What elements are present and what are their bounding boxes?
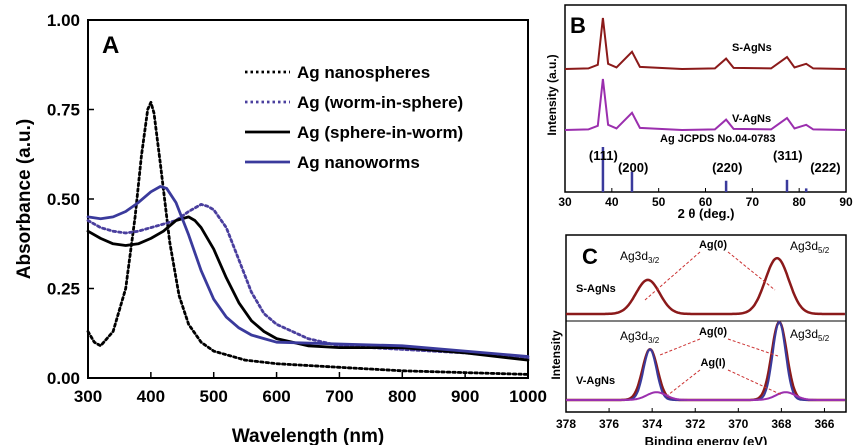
panel-c-bottom-agI-fit <box>566 391 845 401</box>
panel-c-bottom-left-peak-sub: 3/2 <box>648 336 660 345</box>
panel-b-ref-label-2: (220) <box>712 160 742 175</box>
panel-a-ytick-label: 1.00 <box>47 11 80 30</box>
panel-b-ref-label-3: (311) <box>773 148 803 163</box>
panel-a-legend-label-1: Ag (worm-in-sphere) <box>297 93 463 112</box>
panel-b-xtick-label: 50 <box>652 195 666 209</box>
panel-b-label-s: S-AgNs <box>732 42 772 54</box>
panel-a-series-line-3 <box>86 185 530 358</box>
panel-b-ylabel: Intensity (a.u.) <box>545 54 559 135</box>
panel-a-xtick-label: 600 <box>262 387 290 406</box>
panel-a-legend-label-2: Ag (sphere-in-worm) <box>297 123 463 142</box>
panel-b-xlabel: 2 θ (deg.) <box>678 206 735 221</box>
panel-a: A Wavelength (nm) Absorbance (a.u.) 300 4… <box>14 11 547 445</box>
panel-a-xtick-label: 900 <box>451 387 479 406</box>
panel-a-xtick-label: 400 <box>137 387 165 406</box>
panel-b-xtick-label: 90 <box>839 195 853 209</box>
panel-b-frame <box>564 4 847 193</box>
panel-c-bottom-ag0-leader-right <box>727 338 779 357</box>
panel-c-bottom-ag0-leader-left <box>659 338 701 356</box>
panel-c-top-sample: S-AgNs <box>576 283 616 295</box>
panel-a-xtick-label: 800 <box>388 387 416 406</box>
panel-c-xtick-label: 372 <box>685 417 705 431</box>
panel-b-ref-label-1: (200) <box>618 160 648 175</box>
panel-c-series <box>566 256 845 402</box>
panel-a-xtick-label: 700 <box>325 387 353 406</box>
panel-c-ticks: 378 376 374 372 370 368 366 <box>556 408 835 431</box>
panel-c-bottom-left-peak-main: Ag3d <box>620 329 648 343</box>
panel-c-bottom-agI-leader-left <box>667 369 701 396</box>
panel-b-ref-label-0: (111) <box>589 148 618 163</box>
panel-b-ref-label-4: (222) <box>810 160 840 175</box>
panel-c-bottom-right-peak-main: Ag3d <box>790 327 818 341</box>
panel-c-bottom-ag0: Ag(0) <box>699 326 727 338</box>
panel-b-series-line-0 <box>564 17 847 71</box>
panel-b-xtick-label: 40 <box>605 195 619 209</box>
panel-b-series <box>564 17 847 132</box>
panel-b-xtick-label: 60 <box>699 195 713 209</box>
panel-b-series-line-1 <box>564 78 847 132</box>
panel-c-xlabel: Binding energy (eV) <box>645 434 768 445</box>
panel-c-bottom-agI: Ag(I) <box>700 357 725 369</box>
panel-c-xtick-label: 378 <box>556 417 576 431</box>
panel-c-top-ag0: Ag(0) <box>699 239 727 251</box>
panel-c-top-left-peak: Ag3d3/2 <box>620 249 660 265</box>
panel-c-xtick-label: 368 <box>771 417 791 431</box>
panel-b-ticks: 30 40 50 60 70 80 90 <box>558 188 853 209</box>
panel-b-label-jcpds: Ag JCPDS No.04-0783 <box>660 133 776 145</box>
panel-c-ylabel: Intensity <box>549 330 563 380</box>
panel-b-reference-peaks: (111)(200) (220) (311) (222) <box>589 147 841 192</box>
panel-a-ticks: 300 400 500 600 700 800 900 1000 0.00 0.25 0.50 0.7… <box>47 11 547 406</box>
panel-c-bottom-sample: V-AgNs <box>576 375 615 387</box>
panel-a-ytick-label: 0.50 <box>47 190 80 209</box>
panel-b-xtick-label: 70 <box>746 195 760 209</box>
panel-a-ytick-label: 0.00 <box>47 369 80 388</box>
panel-c-top-right-peak: Ag3d5/2 <box>790 239 830 255</box>
panel-c-letter: C <box>582 244 598 269</box>
panel-c-bottom-right-peak-sub: 5/2 <box>818 334 830 343</box>
panel-c-xtick-label: 374 <box>642 417 662 431</box>
panel-b-label-v: V-AgNs <box>732 113 771 125</box>
panel-c-xtick-label: 370 <box>728 417 748 431</box>
panel-a-legend: Ag nanospheres Ag (worm-in-sphere) Ag (sph… <box>245 63 463 172</box>
panel-c-top-ag0-leader-right <box>727 251 776 291</box>
panel-c-frame <box>565 234 847 413</box>
panel-c-top-right-peak-main: Ag3d <box>790 239 818 253</box>
panel-a-series-line-1 <box>86 203 530 360</box>
panel-c-annotations: S-AgNsAg(0)Ag3d3/2Ag3d5/2V-AgNsAg(0)Ag(I… <box>576 239 830 396</box>
panel-a-legend-label-3: Ag nanoworms <box>297 153 420 172</box>
panel-b-xtick-label: 80 <box>792 195 806 209</box>
panel-c-top-left-peak-sub: 3/2 <box>648 256 660 265</box>
panel-c-bottom-right-peak: Ag3d5/2 <box>790 327 830 343</box>
panel-a-series-line-0 <box>86 100 530 376</box>
panel-c-bottom-agI-leader-right <box>727 369 783 396</box>
panel-c-top-left-peak-main: Ag3d <box>620 249 648 263</box>
panel-a-ytick-label: 0.25 <box>47 280 80 299</box>
panel-a-xtick-label: 300 <box>74 387 102 406</box>
panel-a-xtick-label: 1000 <box>509 387 547 406</box>
panel-a-series <box>86 100 530 376</box>
panel-c: C Binding energy (eV) Intensity 378 376 37… <box>549 234 847 445</box>
panel-b: B 2 θ (deg.) Intensity (a.u.) S-AgNs V-A… <box>545 4 853 221</box>
panel-b-xtick-label: 30 <box>558 195 572 209</box>
panel-a-legend-label-0: Ag nanospheres <box>297 63 430 82</box>
panel-a-ytick-label: 0.75 <box>47 101 80 120</box>
panel-c-xtick-label: 376 <box>599 417 619 431</box>
panel-c-xtick-label: 366 <box>814 417 834 431</box>
panel-a-xtick-label: 500 <box>200 387 228 406</box>
panel-a-letter: A <box>102 32 119 59</box>
panel-c-top-right-peak-sub: 5/2 <box>818 246 830 255</box>
panel-a-xlabel: Wavelength (nm) <box>232 426 384 445</box>
panel-a-ylabel: Absorbance (a.u.) <box>14 119 35 279</box>
panel-c-bottom-left-peak: Ag3d3/2 <box>620 329 660 345</box>
panel-c-top-ag0-leader-left <box>644 251 701 301</box>
panel-c-top-fit <box>566 256 845 316</box>
panel-b-letter: B <box>570 13 586 38</box>
panel-a-series-line-2 <box>86 215 530 362</box>
